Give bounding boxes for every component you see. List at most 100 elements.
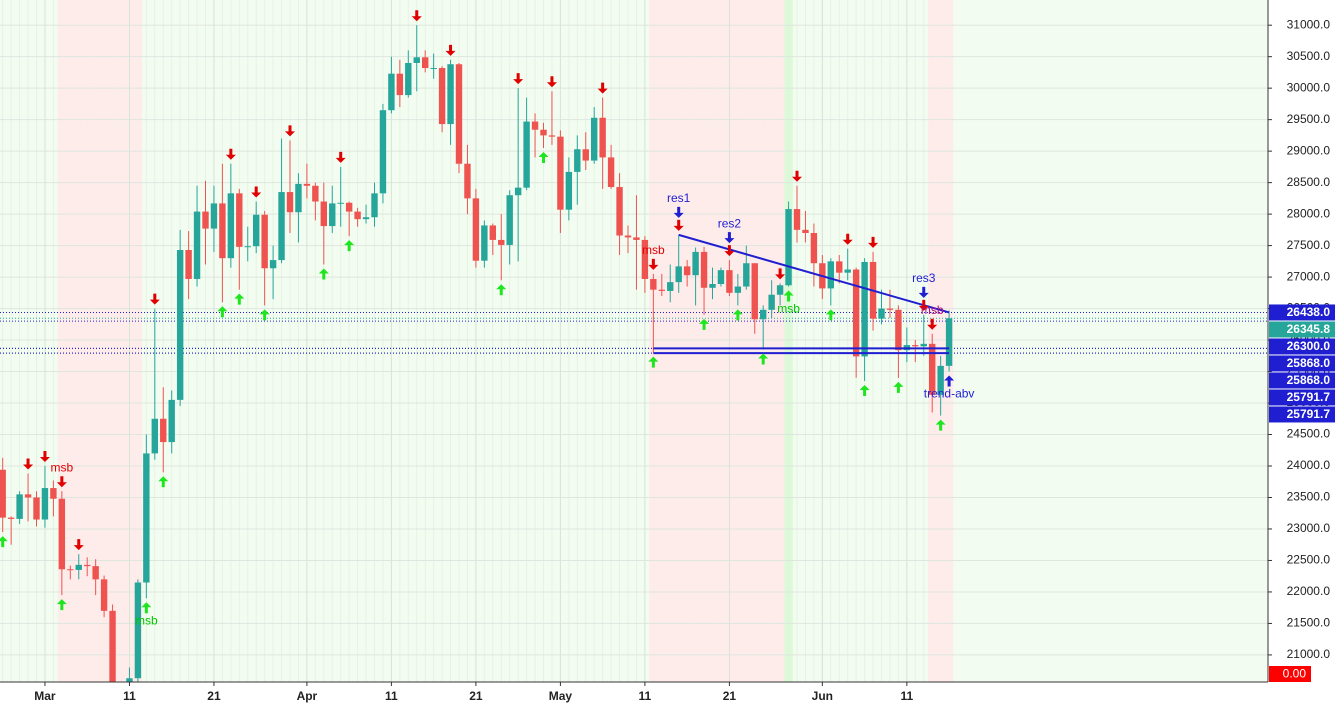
signal-arrow-up (732, 309, 743, 321)
candle-body (126, 678, 133, 682)
candle-body (303, 183, 311, 186)
candle-body (929, 343, 936, 395)
candle-body (320, 201, 327, 227)
x-tick-label: May (549, 689, 573, 703)
candle-body (506, 195, 513, 245)
candle-body (295, 183, 302, 213)
price-label: 26345.8 (1287, 322, 1331, 336)
signal-arrow-down (775, 268, 786, 280)
candle-body (269, 260, 277, 269)
candle-body (607, 157, 615, 188)
price-label-box (1269, 406, 1335, 423)
signal-arrow-down (648, 258, 659, 270)
candle-body (33, 497, 40, 520)
candle-body (582, 149, 589, 161)
price-label-box (1269, 389, 1335, 406)
signal-arrow-up (344, 240, 355, 252)
candle-body (760, 309, 767, 320)
x-tick-label: Jun (812, 689, 833, 703)
y-tick-label: 24000.0 (1287, 458, 1331, 472)
y-tick-label: 23500.0 (1287, 490, 1331, 504)
candle-body (329, 203, 336, 227)
signal-arrow-up (699, 318, 710, 330)
y-tick-label: 29500.0 (1287, 112, 1331, 126)
candle-body (219, 203, 226, 259)
candle-body (802, 229, 809, 234)
x-tick-label: Apr (297, 689, 318, 703)
candle-body (24, 494, 32, 498)
signal-arrow-down (792, 170, 802, 182)
candle-body (633, 237, 640, 240)
candle-body (717, 270, 725, 285)
candle-body (185, 250, 192, 279)
candle-body (345, 202, 353, 212)
annotation: msb (642, 243, 665, 257)
price-label: 25868.0 (1287, 373, 1331, 387)
candle-body (709, 284, 716, 288)
candle-body (616, 187, 623, 236)
signal-arrow-up (217, 306, 228, 318)
candle-body (396, 73, 404, 96)
signal-arrow-down (868, 236, 879, 248)
signal-arrow-down (285, 125, 295, 137)
price-label-box (1269, 304, 1335, 321)
candle-body (176, 250, 184, 400)
candle-body (523, 121, 530, 188)
trend-line (678, 233, 950, 314)
signal-arrow-down (597, 82, 608, 94)
annotation: msb (921, 303, 944, 317)
signal-arrow-up (783, 290, 794, 302)
candle-body (371, 193, 378, 218)
region (57, 0, 143, 682)
candle-body (481, 225, 488, 261)
y-tick-label: 24500.0 (1287, 427, 1331, 441)
candle-body (143, 453, 150, 583)
candle-body (253, 214, 260, 247)
price-label: 26438.0 (1287, 305, 1331, 319)
candle-body (7, 517, 15, 519)
candle-body (548, 135, 556, 137)
price-label-box (1269, 372, 1335, 389)
plot-area: msb msb msb res1 res2 msb res3 msb trend-abv (0, 0, 1268, 682)
candle-body (751, 263, 758, 320)
candle-body (945, 318, 953, 366)
x-tick-label: 11 (639, 689, 652, 703)
candle-body (624, 235, 632, 238)
signal-arrow-up (935, 419, 946, 431)
price-label-box (1269, 338, 1335, 355)
candle-body (438, 68, 446, 125)
candle-body (244, 246, 251, 248)
x-tick-label: Mar (34, 689, 56, 703)
annotation: msb (51, 460, 74, 474)
candle-body (878, 308, 885, 319)
y-tick-label: 22000.0 (1287, 584, 1331, 598)
candle-body (844, 269, 851, 273)
signal-arrow-up (496, 284, 507, 296)
candle-body (743, 263, 750, 287)
candle-body (58, 498, 66, 570)
signal-arrow-down (445, 44, 456, 56)
candle-body (41, 488, 49, 520)
candle-body (447, 64, 454, 125)
annotation: res2 (718, 216, 742, 230)
y-tick-label: 29000.0 (1287, 143, 1331, 157)
candle-body (227, 193, 235, 259)
candle-body (514, 187, 522, 196)
candle-body (861, 261, 868, 357)
candle-body (236, 193, 243, 247)
signal-arrow-up (158, 476, 169, 488)
signal-arrow-down (149, 293, 160, 305)
signal-arrow-up (259, 309, 270, 321)
y-tick-label: 28500.0 (1287, 175, 1331, 189)
signal-arrow-down (546, 76, 557, 88)
candle-body (776, 285, 784, 295)
candle-body (726, 270, 733, 293)
signal-arrow-up (538, 151, 549, 163)
candle-body (261, 214, 268, 269)
candle-body (531, 121, 539, 130)
signal-arrow-up (234, 293, 245, 305)
signal-arrow-down (225, 148, 236, 160)
signal-arrow-up (893, 381, 904, 393)
candle-body (430, 68, 437, 70)
